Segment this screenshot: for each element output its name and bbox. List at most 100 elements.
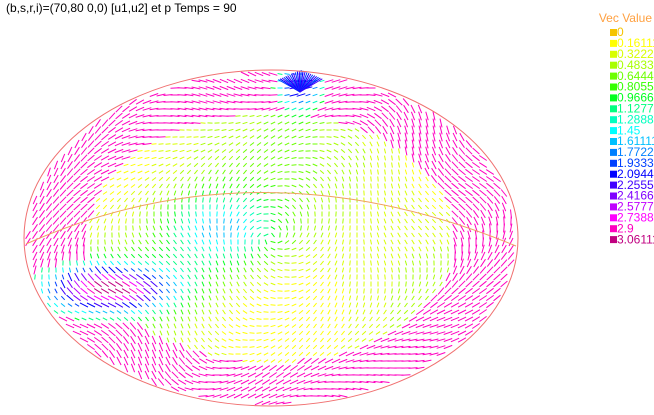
- vector: [95, 267, 101, 274]
- vector: [33, 231, 38, 238]
- vector: [223, 191, 225, 196]
- vector: [238, 247, 239, 252]
- vector: [174, 233, 177, 237]
- vector: [278, 262, 283, 264]
- vector: [112, 226, 113, 231]
- vector: [122, 275, 129, 280]
- vector: [181, 191, 182, 196]
- vector: [278, 291, 283, 292]
- vector: [384, 303, 386, 308]
- vector: [369, 332, 373, 335]
- vector: [363, 303, 364, 308]
- vector: [383, 133, 387, 141]
- vector: [392, 177, 393, 182]
- vector: [313, 108, 318, 110]
- vector: [60, 183, 66, 190]
- legend-swatch: [610, 127, 617, 134]
- vector: [276, 380, 284, 385]
- vector: [292, 318, 296, 321]
- vector: [215, 143, 220, 145]
- vector: [292, 304, 297, 306]
- vector: [33, 224, 38, 231]
- vector: [222, 150, 226, 153]
- vector: [306, 317, 309, 321]
- vector: [371, 240, 372, 245]
- vector: [202, 289, 204, 294]
- vector: [480, 190, 487, 196]
- vector: [237, 275, 239, 279]
- vector: [306, 269, 310, 271]
- vector: [236, 347, 241, 348]
- vector: [55, 282, 57, 287]
- vector: [342, 275, 343, 280]
- vector: [290, 365, 297, 370]
- legend-title: Vec Value: [599, 11, 652, 25]
- vector: [223, 268, 225, 273]
- vector: [67, 176, 73, 183]
- vector: [68, 154, 72, 162]
- vector: [74, 204, 81, 210]
- vector: [278, 332, 282, 334]
- vector: [223, 198, 224, 203]
- vector: [447, 240, 449, 245]
- vector: [451, 310, 459, 314]
- vector: [371, 268, 372, 273]
- vector: [123, 323, 129, 329]
- vector: [327, 157, 331, 160]
- vector: [313, 184, 316, 188]
- vector: [167, 296, 170, 300]
- vector: [445, 176, 451, 182]
- vector: [412, 296, 415, 300]
- vector: [426, 254, 427, 259]
- vector: [494, 295, 501, 301]
- vector: [502, 245, 507, 253]
- vector: [391, 247, 393, 252]
- vector: [349, 170, 351, 175]
- vector: [412, 233, 415, 237]
- vector: [243, 143, 247, 146]
- vector: [328, 282, 330, 286]
- vector: [398, 233, 401, 237]
- vector: [405, 247, 407, 251]
- vector: [257, 233, 260, 237]
- vector: [306, 296, 310, 299]
- vector: [307, 233, 309, 237]
- vector: [215, 136, 220, 137]
- vector: [231, 226, 232, 231]
- vector: [201, 163, 205, 167]
- vector: [283, 365, 290, 370]
- vector: [322, 219, 323, 224]
- vector: [452, 183, 459, 189]
- vector: [130, 329, 135, 336]
- vector: [244, 275, 247, 279]
- vector: [335, 275, 337, 280]
- vector: [374, 113, 381, 118]
- vector: [124, 198, 127, 202]
- vector: [328, 233, 330, 238]
- vector: [136, 281, 143, 286]
- vector: [136, 288, 143, 293]
- vector: [405, 233, 408, 237]
- vector: [48, 282, 49, 287]
- vector: [159, 151, 164, 152]
- vector: [397, 310, 400, 314]
- vector: [320, 177, 323, 181]
- vector: [53, 189, 58, 196]
- vector: [201, 137, 206, 138]
- vector: [60, 175, 65, 182]
- vector: [166, 157, 171, 159]
- vector: [487, 259, 492, 266]
- vector: [278, 199, 283, 200]
- vector: [419, 296, 422, 300]
- vector: [271, 339, 275, 341]
- vector: [102, 134, 109, 140]
- legend-swatch: [610, 40, 617, 47]
- vector: [131, 336, 136, 344]
- vector: [405, 191, 407, 196]
- vector: [348, 346, 352, 349]
- vector: [357, 177, 358, 182]
- vector: [236, 136, 240, 138]
- vector: [138, 191, 141, 195]
- vector: [132, 205, 134, 210]
- vector: [362, 339, 366, 342]
